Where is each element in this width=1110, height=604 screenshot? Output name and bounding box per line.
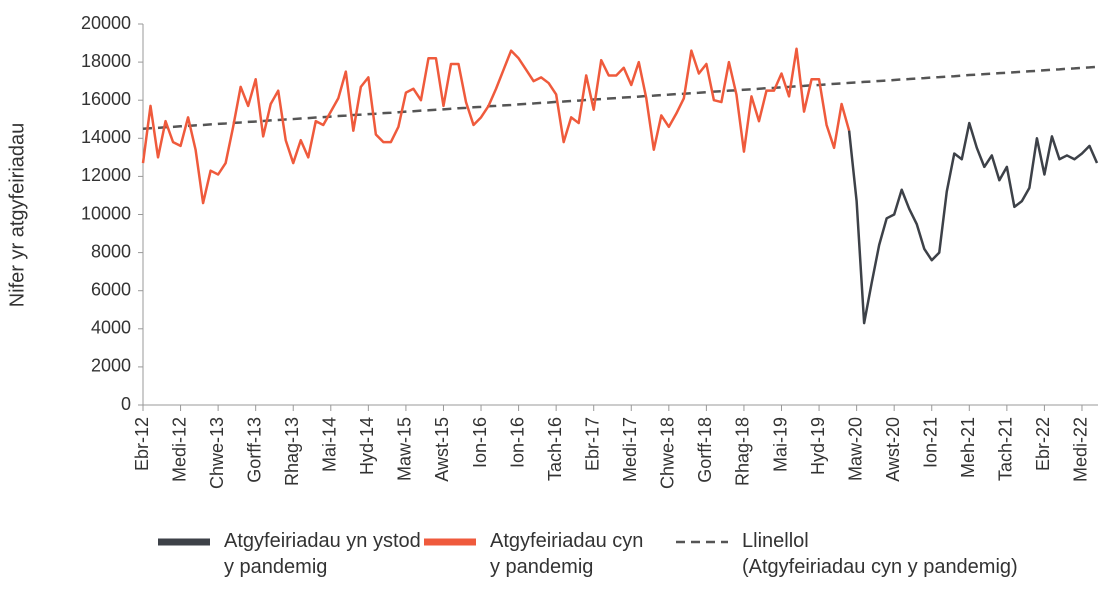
x-tick-label: Ebr-17	[582, 417, 602, 471]
legend-item: Atgyfeiriadau yn ystod y pandemig	[158, 528, 424, 580]
x-tick-label: Awst-15	[432, 417, 452, 482]
x-tick-label: Maw-15	[395, 417, 415, 481]
x-tick-label: Gorff-13	[244, 417, 264, 483]
x-tick-label: Medi-22	[1071, 417, 1091, 482]
x-tick-label: Maw-20	[845, 417, 865, 481]
series-line	[141, 47, 851, 205]
x-tick-label: Tach-21	[996, 417, 1016, 481]
x-tick-label: Rhag-13	[282, 417, 302, 486]
x-tick-label: Rhag-18	[733, 417, 753, 486]
x-tick-label: Hyd-14	[357, 417, 377, 475]
y-tick-label: 16000	[81, 89, 131, 109]
y-tick-label: 14000	[81, 127, 131, 147]
x-tick-label: Ion-16	[507, 417, 527, 468]
legend-item: Llinellol (Atgyfeiriadau cyn y pandemig)	[676, 528, 1110, 580]
y-tick-label: 10000	[81, 203, 131, 223]
y-tick-label: 20000	[81, 13, 131, 33]
y-tick-label: 12000	[81, 165, 131, 185]
trend-line	[142, 65, 1098, 131]
x-tick-label: Ion-16	[470, 417, 490, 468]
legend-swatch	[424, 538, 476, 546]
y-tick-label: 2000	[91, 356, 131, 376]
legend-item: Atgyfeiriadau cyn y pandemig	[424, 528, 650, 580]
series-line	[847, 121, 1099, 325]
y-tick-label: 0	[121, 394, 131, 414]
x-tick-label: Awst-20	[883, 417, 903, 482]
x-tick-label: Medi-12	[169, 417, 189, 482]
legend-label: Atgyfeiriadau cyn y pandemig	[490, 530, 644, 578]
x-tick-label: Ion-21	[920, 417, 940, 468]
y-tick-label: 6000	[91, 279, 131, 299]
x-tick-label: Medi-17	[620, 417, 640, 482]
y-tick-label: 8000	[91, 241, 131, 261]
x-tick-label: Ebr-22	[1033, 417, 1053, 471]
x-tick-label: Gorff-18	[695, 417, 715, 483]
x-tick-label: Meh-21	[958, 417, 978, 478]
x-tick-label: Hyd-19	[808, 417, 828, 475]
x-tick-label: Chwe-13	[207, 417, 227, 489]
legend-swatch	[676, 540, 728, 544]
y-tick-label: 4000	[91, 318, 131, 338]
y-axis-label: Nifer yr atgyfeiriadau	[6, 123, 28, 308]
legend-swatch	[158, 538, 210, 546]
x-tick-label: Tach-16	[545, 417, 565, 481]
x-tick-label: Mai-19	[770, 417, 790, 472]
legend-label: Atgyfeiriadau yn ystod y pandemig	[224, 530, 421, 578]
legend-label: Llinellol (Atgyfeiriadau cyn y pandemig)	[742, 530, 1018, 578]
x-tick-label: Ebr-12	[132, 417, 152, 471]
y-tick-label: 18000	[81, 51, 131, 71]
x-tick-label: Mai-14	[320, 417, 340, 472]
x-tick-label: Chwe-18	[658, 417, 678, 489]
